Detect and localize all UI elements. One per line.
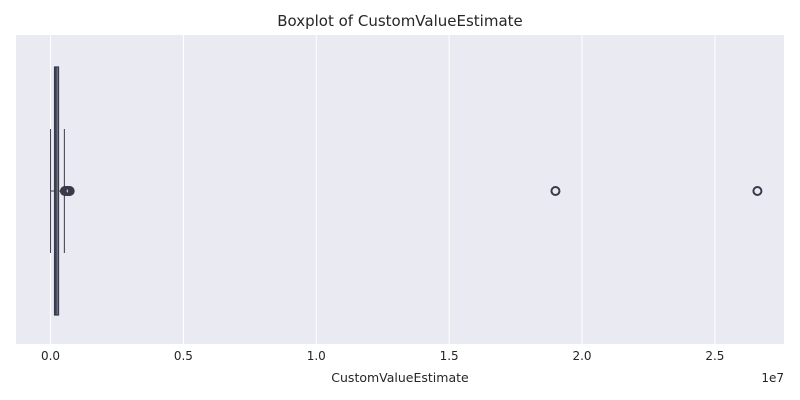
box-group [50,66,65,316]
x-tick-label: 2.0 [572,349,591,363]
x-tick-label: 1.5 [440,349,459,363]
plot-area [16,35,784,344]
outlier-group [59,186,763,196]
scale-multiplier-label: 1e7 [761,371,784,385]
x-axis-label: CustomValueEstimate [331,370,469,385]
outlier-point [752,186,763,196]
outlier-point [64,186,75,196]
x-tick-label: 1.0 [307,349,326,363]
x-tick-label: 2.5 [705,349,724,363]
x-tick-label: 0.0 [41,349,60,363]
outlier-point [550,186,561,196]
x-tick-labels: 0.0 0.5 1.0 1.5 2.0 2.5 [41,349,724,363]
grid-lines [50,35,716,344]
x-tick-label: 0.5 [174,349,193,363]
chart-title: Boxplot of CustomValueEstimate [277,12,523,30]
